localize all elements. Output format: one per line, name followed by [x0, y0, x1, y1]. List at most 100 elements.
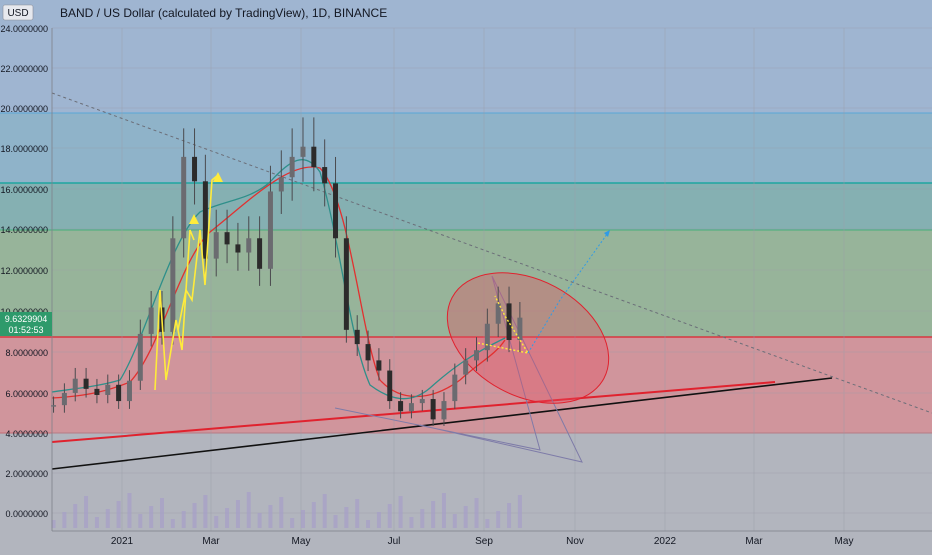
- volume-bar: [203, 495, 208, 528]
- volume-bar: [474, 498, 479, 528]
- highlight-ellipse[interactable]: [425, 246, 631, 429]
- volume-bar: [235, 500, 240, 528]
- candle-body: [126, 380, 132, 402]
- volume-bar: [149, 506, 154, 528]
- volume-bar: [62, 512, 67, 528]
- candle-body: [192, 156, 198, 182]
- y-tick-label: 14.0000000: [0, 225, 48, 235]
- candle-body: [72, 378, 78, 393]
- volume-bar: [160, 498, 164, 528]
- volume-bar: [517, 495, 522, 528]
- volume-bar: [279, 497, 284, 528]
- volume-bar: [387, 504, 392, 528]
- y-tick-label: 4.0000000: [5, 429, 48, 439]
- candle-body: [495, 303, 501, 324]
- volume-bar: [170, 519, 175, 528]
- candle-body: [257, 238, 263, 269]
- y-tick-label: 16.0000000: [0, 185, 48, 195]
- candlesticks: [51, 117, 523, 426]
- yellow-arrow-head: [189, 214, 199, 224]
- candle-body: [267, 191, 273, 269]
- candle-body: [419, 399, 425, 404]
- volume-bar: [246, 492, 251, 528]
- zone-teal: [0, 183, 932, 230]
- volume-bar: [333, 515, 338, 528]
- candle-body: [343, 238, 349, 330]
- candle-body: [354, 329, 360, 345]
- volume-bar: [420, 509, 425, 528]
- candle-body: [398, 401, 404, 412]
- volume-bar: [94, 517, 99, 528]
- x-tick-label: Mar: [745, 536, 763, 547]
- y-tick-label: 12.0000000: [0, 266, 48, 276]
- candle-body: [116, 384, 122, 402]
- candle-body: [105, 384, 111, 395]
- volume-bar: [84, 496, 89, 528]
- volume-bar: [116, 501, 121, 528]
- volume-bar: [225, 508, 230, 528]
- red-support-trendline[interactable]: [51, 381, 776, 443]
- yellow-arrow-head: [213, 172, 223, 182]
- grid-lines: [52, 27, 932, 531]
- volume-bar: [268, 505, 273, 528]
- volume-bar: [138, 514, 143, 528]
- zone-top-blue: [0, 0, 932, 113]
- x-axis[interactable]: 2021 Mar May Jul Sep Nov 2022 Mar May: [111, 536, 854, 547]
- yellow-triangle-drawing[interactable]: [477, 295, 530, 355]
- candle-body: [213, 232, 219, 259]
- volume-bar: [366, 520, 371, 528]
- triangle-projection-drawing[interactable]: [334, 275, 583, 463]
- y-axis[interactable]: 24.0000000 22.0000000 20.0000000 18.0000…: [0, 24, 48, 519]
- volume-bar: [192, 503, 197, 528]
- candle-body: [61, 392, 67, 406]
- candle-body: [408, 403, 414, 412]
- dashed-resistance-line[interactable]: [51, 92, 932, 414]
- y-tick-label: 2.0000000: [5, 469, 48, 479]
- volume-bar: [496, 511, 501, 528]
- volume-bar: [441, 493, 446, 528]
- candle-body: [289, 156, 295, 178]
- candle-body: [202, 181, 208, 259]
- chart-title: BAND / US Dollar (calculated by TradingV…: [60, 6, 387, 20]
- candle-body: [51, 405, 57, 407]
- black-support-trendline[interactable]: [51, 377, 833, 470]
- candle-body: [430, 399, 436, 420]
- volume-bar: [181, 511, 186, 528]
- fast-moving-average: [51, 159, 506, 400]
- volume-bar: [344, 507, 349, 528]
- candle-body: [463, 360, 469, 375]
- volume-bar: [463, 506, 468, 528]
- x-tick-label: Sep: [475, 536, 493, 547]
- candle-body: [278, 177, 284, 192]
- yellow-wave-drawing[interactable]: [177, 174, 219, 331]
- candle-body: [224, 232, 230, 245]
- candle-body: [376, 360, 382, 371]
- volume-bar: [452, 514, 457, 528]
- volume-bar: [290, 518, 295, 528]
- candle-body: [235, 244, 241, 253]
- candle-body: [333, 183, 339, 239]
- yellow-wave-drawing[interactable]: [154, 229, 195, 391]
- volume-bar: [127, 493, 132, 528]
- candle-body: [441, 401, 447, 420]
- candle-body: [83, 378, 89, 389]
- y-tick-label: 18.0000000: [0, 144, 48, 154]
- currency-badge[interactable]: [2, 4, 34, 21]
- volume-bar: [322, 494, 327, 528]
- volume-bar: [257, 513, 262, 528]
- current-price-tag[interactable]: [0, 312, 52, 336]
- current-price-label: 9.6329904: [5, 314, 48, 324]
- projection-arrow-head: [604, 230, 610, 237]
- volume-bar: [355, 499, 360, 528]
- volume-bars: [51, 492, 522, 528]
- volume-bar: [311, 502, 316, 528]
- volume-bar: [73, 504, 78, 528]
- y-tick-label: 22.0000000: [0, 64, 48, 74]
- y-tick-label: 8.0000000: [5, 348, 48, 358]
- candle-body: [322, 167, 328, 184]
- projection-arrow[interactable]: [527, 229, 611, 354]
- x-tick-label: Jul: [388, 536, 401, 547]
- countdown-label: 01:52:53: [8, 325, 43, 335]
